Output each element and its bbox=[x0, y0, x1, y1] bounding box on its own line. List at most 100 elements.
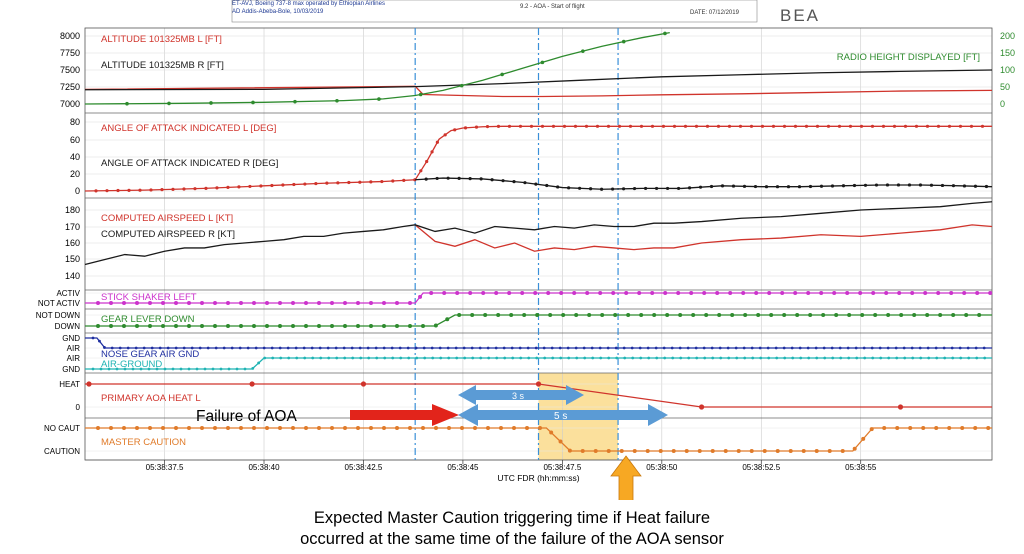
series-point bbox=[510, 346, 514, 350]
x-tick-label: 05:38:55 bbox=[845, 463, 877, 472]
series-point bbox=[734, 346, 738, 350]
series-point bbox=[248, 184, 252, 189]
series-point bbox=[219, 367, 223, 371]
series-point bbox=[200, 301, 204, 305]
series-point bbox=[559, 291, 564, 295]
series-label: COMPUTED AIRSPEED L [KT] bbox=[101, 213, 233, 224]
series-point bbox=[870, 124, 875, 128]
series-point bbox=[715, 291, 720, 295]
series-point bbox=[717, 313, 722, 317]
series-point bbox=[583, 356, 587, 360]
series-point bbox=[366, 346, 370, 350]
series-point bbox=[526, 346, 530, 350]
series-point bbox=[500, 72, 504, 77]
series-point bbox=[523, 181, 527, 185]
series-point bbox=[730, 313, 735, 317]
series-point bbox=[918, 346, 922, 350]
series-point bbox=[487, 356, 491, 360]
series-point bbox=[413, 178, 417, 182]
series-label: PRIMARY AOA HEAT L bbox=[101, 393, 201, 404]
series-point bbox=[237, 185, 241, 189]
series-point bbox=[226, 426, 230, 430]
series-point bbox=[936, 124, 941, 128]
header-box bbox=[231, 0, 758, 23]
series-point bbox=[929, 183, 934, 187]
series-point bbox=[235, 367, 239, 371]
x-tick-label: 05:38:40 bbox=[248, 463, 280, 472]
series-point bbox=[775, 185, 780, 189]
series-point bbox=[215, 186, 219, 190]
series-point bbox=[213, 324, 217, 328]
series-point bbox=[314, 181, 318, 186]
series-point bbox=[139, 367, 143, 371]
series-point bbox=[462, 346, 466, 350]
x-tick-label: 05:38:42.5 bbox=[345, 463, 383, 472]
series-point bbox=[470, 313, 475, 317]
series-point bbox=[621, 39, 626, 44]
series-line bbox=[414, 224, 993, 252]
series-point bbox=[166, 346, 170, 350]
series-point bbox=[375, 356, 379, 360]
series-point bbox=[558, 439, 563, 444]
series-point bbox=[687, 186, 692, 190]
series-point bbox=[142, 346, 146, 350]
series-point bbox=[655, 356, 659, 360]
series-point bbox=[546, 291, 551, 295]
series-point bbox=[103, 346, 106, 349]
series-label: ANGLE OF ATTACK INDICATED L [DEG] bbox=[101, 123, 276, 134]
series-point bbox=[425, 159, 429, 164]
series-point bbox=[671, 356, 675, 360]
series-point bbox=[369, 180, 373, 184]
series-point bbox=[463, 356, 467, 360]
x-tick-label: 05:38:47.5 bbox=[543, 463, 581, 472]
series-point bbox=[99, 367, 103, 371]
series-point bbox=[549, 430, 554, 435]
series-point bbox=[793, 291, 798, 295]
series-point bbox=[860, 313, 865, 317]
series-point bbox=[854, 346, 858, 350]
series-point bbox=[161, 301, 165, 305]
series-point bbox=[203, 367, 207, 371]
series-point bbox=[631, 356, 635, 360]
series-layer bbox=[84, 31, 993, 453]
series-point bbox=[534, 346, 538, 350]
series-point bbox=[599, 187, 604, 191]
series-label: ALTITUDE 101325MB L [FT] bbox=[101, 34, 222, 45]
series-point bbox=[806, 291, 811, 295]
series-point bbox=[807, 356, 811, 360]
series-point bbox=[512, 180, 516, 184]
series-point bbox=[886, 313, 891, 317]
series-point bbox=[471, 356, 475, 360]
series-point bbox=[447, 426, 451, 430]
series-point bbox=[402, 178, 406, 183]
series-point bbox=[684, 449, 689, 453]
series-point bbox=[187, 324, 191, 328]
failure-label: Failure of AOA bbox=[196, 408, 297, 425]
series-point bbox=[919, 356, 923, 360]
series-point bbox=[698, 185, 703, 189]
series-point bbox=[951, 184, 956, 188]
series-point bbox=[291, 426, 295, 430]
series-point bbox=[336, 181, 340, 185]
series-point bbox=[278, 324, 282, 328]
series-point bbox=[503, 356, 507, 360]
series-point bbox=[823, 356, 827, 360]
note-line-2: occurred at the same time of the failure… bbox=[300, 530, 724, 548]
series-point bbox=[538, 426, 542, 430]
series-point bbox=[265, 301, 269, 305]
series-point bbox=[182, 346, 186, 350]
series-point bbox=[507, 124, 512, 128]
y-tick-label: 160 bbox=[65, 238, 80, 248]
y-tick-label: AIR bbox=[67, 344, 81, 353]
series-point bbox=[599, 356, 603, 360]
series-point bbox=[278, 426, 282, 430]
series-point bbox=[819, 291, 824, 295]
series-point bbox=[422, 346, 426, 350]
series-point bbox=[98, 339, 101, 343]
labels-layer: 8000775075007250700080604020018017016015… bbox=[36, 31, 1015, 456]
series-label: ANGLE OF ATTACK INDICATED R [DEG] bbox=[101, 158, 278, 169]
series-point bbox=[749, 449, 754, 453]
series-point bbox=[326, 346, 330, 350]
series-point bbox=[424, 177, 428, 181]
series-label: STICK SHAKER LEFT bbox=[101, 292, 197, 303]
